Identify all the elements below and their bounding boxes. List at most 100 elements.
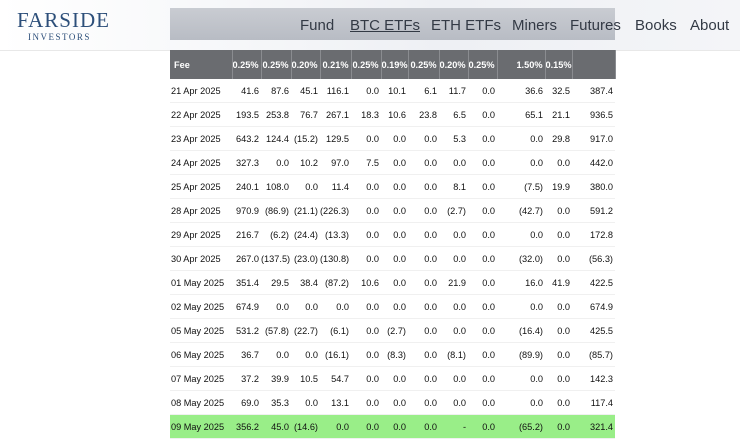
flow-cell: 0.0: [351, 222, 381, 247]
flow-cell: 0.0: [381, 390, 408, 415]
row-total: 591.2: [572, 198, 615, 223]
flow-cell: 0.0: [497, 150, 545, 175]
fee-label: Fee: [170, 50, 233, 79]
farside-logo[interactable]: FARSIDE INVESTORS: [17, 10, 110, 42]
flow-cell: 0.0: [381, 198, 408, 223]
row-date: 08 May 2025: [170, 390, 232, 415]
fee-row: Fee 0.25% 0.25% 0.20% 0.21% 0.25% 0.19% 0.25% 0.…: [170, 50, 616, 79]
flow-cell: 0.0: [291, 390, 320, 415]
flow-cell: 0.0: [439, 366, 468, 391]
flow-cell: 29.8: [545, 126, 572, 151]
flow-cell: (7.5): [497, 174, 545, 199]
flow-cell: 0.0: [381, 126, 408, 151]
flow-cell: 129.5: [320, 126, 351, 151]
flow-cell: 0.0: [351, 174, 381, 199]
logo-subtitle: INVESTORS: [28, 32, 91, 42]
flow-cell: 0.0: [408, 414, 439, 439]
flow-cell: 35.3: [261, 390, 291, 415]
flow-cell: 23.8: [408, 102, 439, 127]
flow-cell: 0.0: [545, 342, 572, 367]
flow-cell: 0.0: [468, 126, 497, 151]
flow-cell: (42.7): [497, 198, 545, 223]
table-row: 25 Apr 2025 240.1 108.0 0.0 11.4 0.0 0.0 0.0 8.1…: [170, 174, 615, 199]
flow-cell: 45.0: [261, 414, 291, 439]
flow-cell: 10.2: [291, 150, 320, 175]
flow-cell: 11.7: [439, 79, 468, 103]
flow-cell: 0.0: [545, 414, 572, 439]
row-total: 387.4: [572, 79, 615, 103]
nav-eth-etfs[interactable]: ETH ETFs: [431, 17, 501, 34]
table-row: 06 May 2025 36.7 0.0 0.0 (16.1) 0.0 (8.3) 0.0 (8…: [170, 342, 615, 367]
flow-cell: 45.1: [291, 79, 320, 103]
flow-cell: 643.2: [232, 126, 261, 151]
nav-futures[interactable]: Futures: [570, 17, 621, 34]
flow-cell: 0.0: [497, 126, 545, 151]
flow-cell: 240.1: [232, 174, 261, 199]
flow-cell: 10.5: [291, 366, 320, 391]
flow-cell: (32.0): [497, 246, 545, 271]
flow-cell: 0.0: [439, 222, 468, 247]
flow-cell: -: [439, 414, 468, 439]
flow-cell: (16.4): [497, 318, 545, 343]
flow-cell: (130.8): [320, 246, 351, 271]
row-total: 380.0: [572, 174, 615, 199]
flow-cell: 0.0: [408, 198, 439, 223]
flow-cell: 0.0: [545, 198, 572, 223]
table-row: 30 Apr 2025 267.0 (137.5) (23.0) (130.8) 0.0 0…: [170, 246, 615, 271]
flow-cell: 0.0: [261, 294, 291, 319]
flow-cell: (21.1): [291, 198, 320, 223]
flow-cell: 0.0: [468, 174, 497, 199]
flow-cell: 0.0: [351, 414, 381, 439]
table-row: 23 Apr 2025 643.2 124.4 (15.2) 129.5 0.0 0.0 0.…: [170, 126, 615, 151]
flow-cell: 36.7: [232, 342, 261, 367]
flow-cell: (24.4): [291, 222, 320, 247]
flow-cell: 124.4: [261, 126, 291, 151]
flow-cell: 36.6: [497, 79, 545, 103]
flow-cell: 38.4: [291, 270, 320, 295]
flow-cell: 87.6: [261, 79, 291, 103]
fee-cell: 0.15%: [545, 50, 573, 79]
flow-cell: 0.0: [381, 222, 408, 247]
flow-cell: (15.2): [291, 126, 320, 151]
btc-etf-flow-table: Fee 0.25% 0.25% 0.20% 0.21% 0.25% 0.19% 0.25% 0.…: [170, 50, 616, 439]
flow-cell: 0.0: [351, 126, 381, 151]
flow-cell: (16.1): [320, 342, 351, 367]
flow-cell: 19.9: [545, 174, 572, 199]
flow-cell: 0.0: [351, 390, 381, 415]
fee-cell: 0.25%: [408, 50, 440, 79]
row-total: 425.5: [572, 318, 615, 343]
fee-cell: 0.20%: [439, 50, 469, 79]
flow-cell: (23.0): [291, 246, 320, 271]
flow-cell: 193.5: [232, 102, 261, 127]
row-date: 02 May 2025: [170, 294, 232, 319]
flow-cell: 10.6: [351, 270, 381, 295]
flow-cell: 11.4: [320, 174, 351, 199]
flow-cell: (86.9): [261, 198, 291, 223]
flow-cell: 0.0: [468, 222, 497, 247]
flow-cell: (6.2): [261, 222, 291, 247]
flow-cell: (22.7): [291, 318, 320, 343]
flow-cell: 0.0: [408, 150, 439, 175]
logo-wordmark: FARSIDE: [17, 8, 110, 32]
flow-cell: (2.7): [381, 318, 408, 343]
flow-cell: 970.9: [232, 198, 261, 223]
table-row: 01 May 2025 351.4 29.5 38.4 (87.2) 10.6 0.0 0.0…: [170, 270, 615, 295]
row-date: 06 May 2025: [170, 342, 232, 367]
nav-fund[interactable]: Fund: [300, 17, 335, 34]
nav-about[interactable]: About: [690, 17, 730, 34]
flow-cell: 0.0: [351, 79, 381, 103]
flow-cell: 0.0: [408, 126, 439, 151]
flow-cell: 0.0: [261, 150, 291, 175]
table-row: 09 May 2025 356.2 45.0 (14.6) 0.0 0.0 0.0 0.0-0…: [170, 414, 615, 439]
row-total: 172.8: [572, 222, 615, 247]
flow-cell: 0.0: [381, 246, 408, 271]
flow-cell: 0.0: [497, 390, 545, 415]
flow-cell: 54.7: [320, 366, 351, 391]
flow-cell: 0.0: [545, 246, 572, 271]
flow-cell: 65.1: [497, 102, 545, 127]
nav-btc-etfs[interactable]: BTC ETFs: [350, 17, 420, 34]
table-row: 07 May 2025 37.2 39.9 10.5 54.7 0.0 0.0 0.0 0.0 0…: [170, 366, 615, 391]
nav-miners[interactable]: Miners: [512, 17, 558, 34]
flow-cell: 0.0: [468, 294, 497, 319]
nav-books[interactable]: Books: [635, 17, 677, 34]
